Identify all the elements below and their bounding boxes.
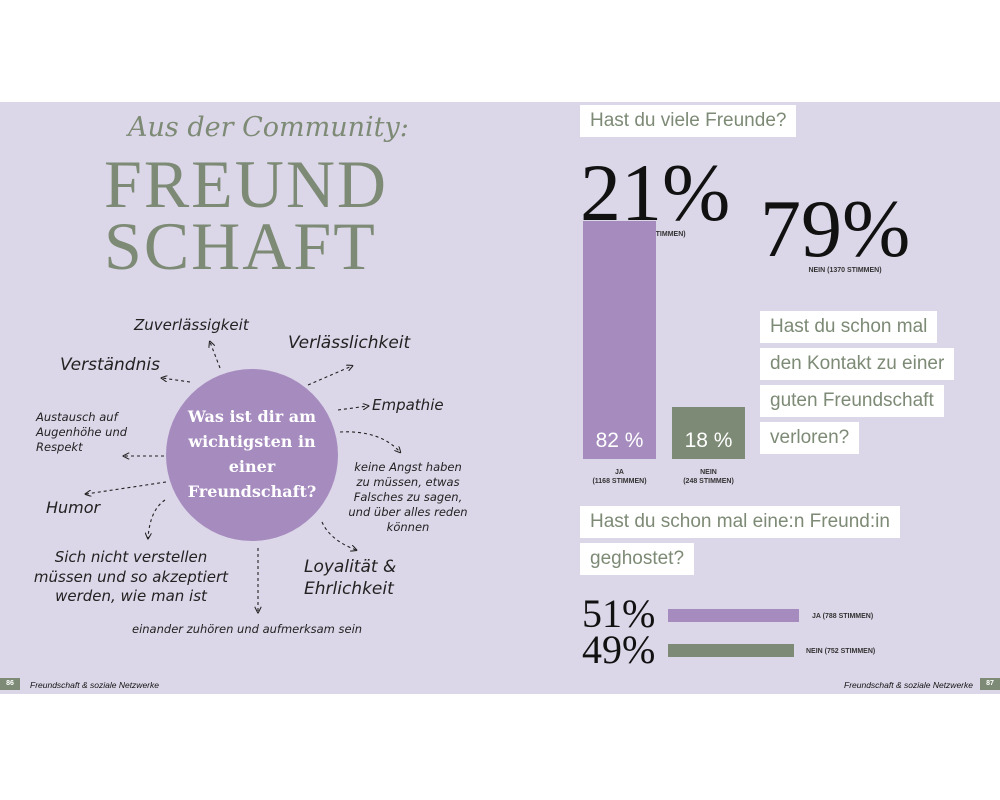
- title-line-2: SCHAFT: [104, 208, 377, 284]
- answer-keine-angst: keine Angst haben zu müssen, etwas Falsc…: [348, 460, 468, 534]
- answer-austausch: Austausch auf Augenhöhe und Respekt: [36, 410, 128, 454]
- q2-ja-caption-2: (1168 STIMMEN): [592, 478, 647, 486]
- q3-ja-percent: 51%: [582, 591, 656, 636]
- answer-verlaesslichkeit: Verlässlichkeit: [288, 333, 411, 353]
- q2-nein-bar: 18 %: [672, 406, 745, 459]
- q3-question-line-2: geghostet?: [580, 543, 695, 575]
- q2-question-line-3: guten Freundschaft: [760, 385, 944, 417]
- answer-humor: Humor: [46, 498, 101, 517]
- q2-chart: 82 % 18 %: [583, 221, 745, 459]
- answer-empathie: Empathie: [372, 396, 444, 414]
- page-number-right: 87: [980, 678, 1000, 690]
- page-subtitle: Aus der Community:: [128, 112, 409, 143]
- q2-ja-caption-1: JA: [615, 469, 624, 476]
- page-number-left: 86: [0, 678, 20, 690]
- answer-zuverlaessigkeit: Zuverlässigkeit: [134, 316, 249, 334]
- answer-nicht-verstellen: Sich nicht verstellen müssen und so akze…: [33, 548, 229, 605]
- answer-zuhoeren: einander zuhören und aufmerksam sein: [132, 622, 363, 636]
- center-question: Was ist dir am wichtigsten in einer Freu…: [187, 407, 317, 501]
- q2-question-line-4: verloren?: [760, 422, 860, 454]
- q3-ja-bar: [668, 609, 799, 622]
- answer-loyalitaet: Loyalität & Ehrlichkeit: [304, 557, 397, 600]
- footer-left: Freundschaft & soziale Netzwerke: [30, 680, 159, 690]
- q2-ja-label: 82 %: [595, 429, 644, 452]
- q3-ja-caption: JA (788 STIMMEN): [812, 613, 874, 620]
- answer-verstaendnis: Verständnis: [60, 355, 160, 375]
- q2-ja-caption: JA (1168 STIMMEN): [583, 468, 656, 486]
- center-question-circle: Was ist dir am wichtigsten in einer Freu…: [166, 369, 338, 541]
- q2-ja-bar: 82 %: [583, 221, 656, 459]
- q1-ja-percent: 21%: [580, 147, 731, 238]
- q2-question-line-2: den Kontakt zu einer: [760, 348, 955, 380]
- q3-question-line-1: Hast du schon mal eine:n Freund:in: [580, 506, 900, 538]
- title-line-1: FREUND: [104, 146, 389, 222]
- q1-nein-percent: 79%: [760, 183, 911, 274]
- q2-nein-caption-1: NEIN: [700, 469, 717, 476]
- footer-right: Freundschaft & soziale Netzwerke: [844, 680, 973, 690]
- q3-nein-bar: [668, 644, 794, 657]
- q2-nein-label: 18 %: [684, 429, 733, 452]
- q3-nein-caption: NEIN (752 STIMMEN): [806, 648, 876, 655]
- q2-nein-caption-2: (248 STIMMEN): [683, 478, 734, 486]
- q2-nein-caption: NEIN (248 STIMMEN): [672, 468, 745, 486]
- q2-question-line-1: Hast du schon mal: [760, 311, 938, 343]
- q3-nein-percent: 49%: [582, 627, 656, 672]
- q1-nein-caption: NEIN (1370 STIMMEN): [808, 267, 882, 274]
- q1-question: Hast du viele Freunde?: [580, 105, 797, 137]
